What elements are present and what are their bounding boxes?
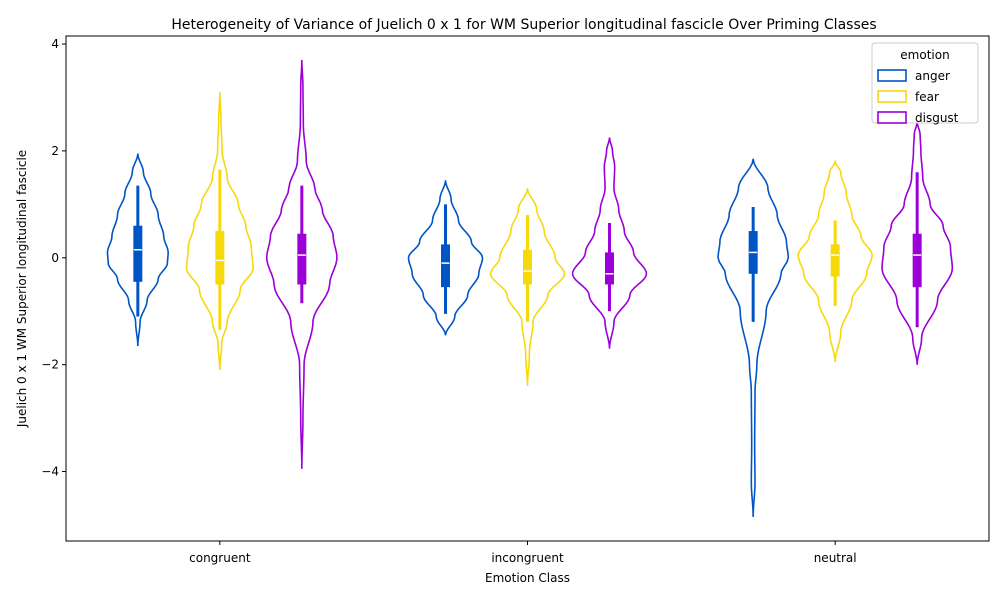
violin-iqr-box [912,233,922,288]
violin-body [571,137,648,349]
legend-label: fear [915,90,939,104]
x-axis: congruent incongruent neutral [189,541,857,565]
violin-anger-congruent [106,153,169,346]
legend: emotion anger fear disgust [871,42,979,125]
violin-anger-incongruent [407,180,484,336]
plot-area [106,60,954,517]
chart-title: Heterogeneity of Variance of Juelich 0 x… [171,17,876,33]
y-tick-label: 0 [51,251,59,265]
x-tick-label: incongruent [491,551,564,565]
legend-frame [871,42,979,124]
violin-disgust-congruent [265,60,338,469]
violin-body [265,60,338,469]
violin-body [797,158,873,363]
x-tick-label: neutral [814,551,857,565]
legend-item: fear [877,90,939,104]
legend-label: disgust [915,111,959,125]
violin-iqr-box [133,225,143,282]
y-tick-label: −4 [41,465,59,479]
violin-iqr-box [830,244,840,277]
violin-body [185,92,254,371]
y-tick-label: 2 [51,144,59,158]
legend-item: disgust [877,111,959,125]
violin-body [717,158,790,517]
legend-swatch [877,90,907,103]
y-tick-label: −2 [41,358,59,372]
legend-swatch [877,69,907,82]
violin-body [106,153,169,346]
violin-body [407,180,484,336]
violin-anger-neutral [717,158,790,517]
violin-iqr-box [215,231,225,285]
violin-body [489,188,566,387]
y-tick-label: 4 [51,37,59,51]
legend-title: emotion [900,48,949,62]
legend-swatch [877,111,907,124]
legend-label: anger [915,69,950,83]
violin-disgust-incongruent [571,137,648,349]
violin-iqr-box [297,233,307,285]
y-axis-label: Juelich 0 x 1 WM Superior longitudinal f… [15,150,29,428]
x-tick-label: congruent [189,551,251,565]
violin-fear-congruent [185,92,254,371]
violin-iqr-box [605,252,614,285]
violin-disgust-neutral [881,121,954,365]
violin-fear-incongruent [489,188,566,387]
x-axis-label: Emotion Class [485,571,570,585]
violin-iqr-box [523,249,532,285]
violin-iqr-box [441,244,450,288]
legend-item: anger [877,69,950,83]
y-axis: −4 −2 0 2 4 [41,37,66,479]
violin-fear-neutral [797,158,873,363]
